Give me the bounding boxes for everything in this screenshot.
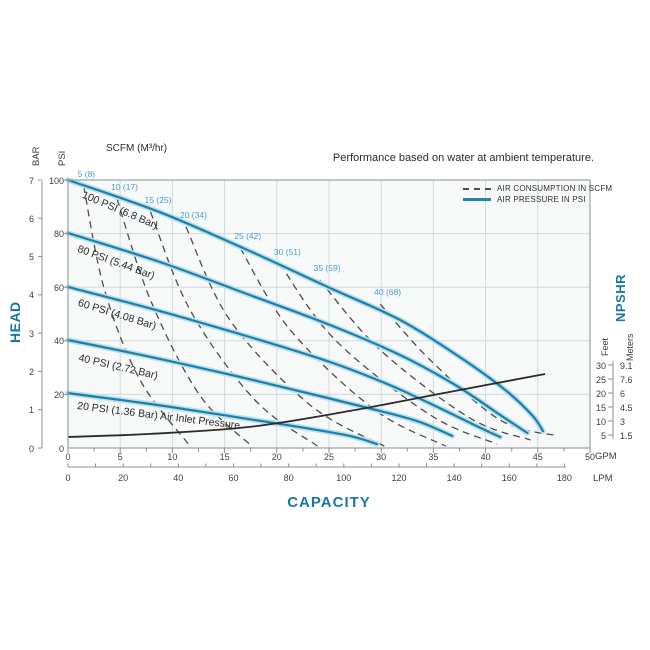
gpm-tick-label: 5 (117, 452, 123, 462)
meters-unit-label: Meters (625, 333, 635, 361)
psi-unit-label: PSI (57, 150, 68, 166)
bar-tick-label: 6 (28, 213, 34, 224)
scfm-curve-label: 20 (34) (179, 209, 207, 220)
feet-tick-label: 10 (595, 416, 606, 427)
legend-label: AIR CONSUMPTION IN SCFM (497, 184, 613, 193)
feet-tick-label: 30 (595, 360, 606, 371)
bar-tick-label: 3 (28, 328, 34, 339)
meters-tick-label: 4.5 (620, 402, 633, 413)
axes-and-ticks (38, 179, 614, 468)
solid-line-swatch-icon (463, 198, 491, 201)
gpm-tick-label: 0 (65, 452, 71, 462)
lpm-tick-label: 40 (173, 473, 184, 483)
scfm-curve-label: 40 (68) (374, 287, 402, 298)
meters-tick-label: 3 (620, 416, 626, 427)
feet-tick-label: 25 (595, 374, 606, 385)
bar-tick-label: 4 (28, 290, 34, 301)
meters-tick-label: 1.5 (620, 430, 633, 441)
meters-tick-label: 7.6 (620, 374, 633, 385)
gpm-tick-label: 20 (271, 452, 282, 462)
psi-tick-label: 60 (53, 282, 64, 293)
gpm-unit-label: GPM (595, 451, 617, 462)
psi-tick-label: 80 (53, 229, 64, 240)
scfm-curve-label: 30 (51) (273, 246, 301, 257)
gpm-tick-label: 50 (584, 452, 596, 462)
feet-unit-label: Feet (600, 337, 610, 356)
feet-tick-label: 15 (595, 402, 606, 413)
gpm-tick-label: 40 (480, 452, 491, 462)
legend-item-air-pressure: AIR PRESSURE IN PSI (463, 194, 612, 205)
lpm-tick-label: 100 (336, 473, 352, 483)
gpm-tick-label: 15 (219, 452, 230, 462)
lpm-tick-label: 60 (228, 473, 239, 483)
lpm-tick-label: 140 (446, 473, 462, 483)
psi-tick-label: 20 (53, 389, 64, 400)
bar-unit-label: BAR (31, 146, 42, 166)
legend-label: AIR PRESSURE IN PSI (497, 195, 586, 204)
bar-tick-label: 7 (28, 175, 34, 186)
meters-tick-label: 6 (620, 388, 626, 399)
legend-item-air-consumption: AIR CONSUMPTION IN SCFM (463, 183, 612, 194)
feet-tick-label: 5 (600, 430, 606, 441)
head-axis-title: HEAD (7, 301, 23, 343)
psi-tick-label: 100 (48, 175, 64, 186)
gpm-tick-label: 25 (323, 452, 335, 462)
gpm-tick-label: 35 (428, 452, 439, 462)
gpm-tick-label: 10 (167, 452, 178, 462)
npshr-curve (67, 373, 546, 438)
psi-tick-label: 0 (58, 443, 64, 454)
gpm-tick-label: 45 (532, 452, 543, 462)
dashed-line-swatch-icon (463, 187, 491, 190)
lpm-tick-label: 120 (391, 473, 407, 483)
lpm-tick-label: 180 (556, 473, 572, 483)
npshr-axis-title: NPSHR (613, 273, 628, 322)
lpm-unit-label: LPM (593, 473, 613, 484)
performance-note: Performance based on water at ambient te… (332, 152, 594, 164)
bar-tick-label: 5 (28, 252, 34, 263)
scfm-axis-title: SCFM (M³/hr) (106, 143, 168, 154)
bar-tick-label: 2 (28, 366, 34, 377)
scfm-curve-label: 15 (25) (144, 194, 172, 205)
lpm-tick-label: 160 (501, 473, 517, 483)
psi-tick-label: 40 (53, 336, 64, 347)
feet-tick-label: 20 (595, 388, 606, 399)
scfm-curve-label: 35 (59) (313, 262, 341, 273)
lpm-tick-label: 20 (118, 473, 129, 483)
capacity-axis-title: CAPACITY (287, 494, 371, 511)
bar-tick-label: 1 (28, 405, 34, 416)
air-pressure-curves (65, 177, 546, 447)
scfm-curve-label: 5 (8) (77, 168, 96, 179)
bar-tick-label: 0 (28, 443, 34, 454)
scfm-curve-label: 25 (42) (234, 231, 262, 242)
gpm-tick-label: 30 (376, 452, 387, 462)
lpm-tick-label: 80 (283, 473, 294, 483)
meters-tick-label: 9.1 (620, 360, 633, 371)
scfm-curve-label: 10 (17) (111, 182, 138, 193)
legend: AIR CONSUMPTION IN SCFM AIR PRESSURE IN … (463, 183, 612, 205)
lpm-tick-label: 0 (65, 473, 71, 483)
